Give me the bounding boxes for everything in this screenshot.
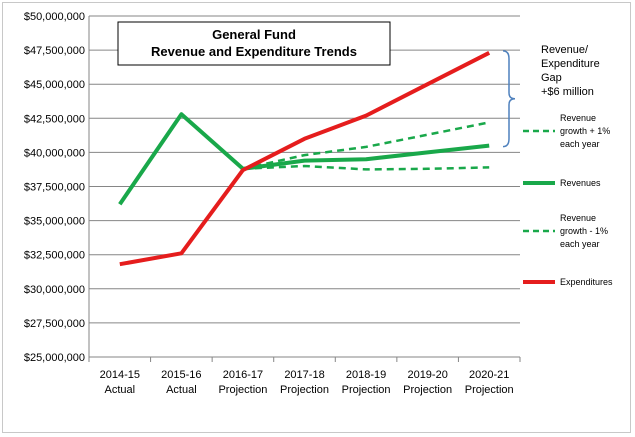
chart-title-line: General Fund (212, 27, 296, 42)
gap-bracket (502, 50, 516, 148)
y-tick-label: $45,000,000 (24, 79, 85, 91)
y-tick-label: $40,000,000 (24, 147, 85, 159)
legend-label: growth + 1% (560, 126, 610, 136)
legend-label: Revenues (560, 178, 601, 188)
y-tick-label: $32,500,000 (24, 250, 85, 262)
title-box (117, 21, 391, 66)
y-tick-label: $37,500,000 (24, 182, 85, 194)
gap-annotation: Revenue/ (541, 44, 589, 56)
legend-label: each year (560, 139, 600, 149)
chart-frame (2, 2, 631, 433)
x-tick-label: 2015-16 (161, 369, 201, 381)
x-tick-label: 2017-18 (284, 369, 324, 381)
x-tick-label: Projection (280, 384, 329, 396)
legend-label: Expenditures (560, 277, 613, 287)
legend-label: growth - 1% (560, 226, 608, 236)
gap-annotation: +$6 million (541, 86, 594, 98)
y-tick-label: $35,000,000 (24, 216, 85, 228)
x-tick-label: Projection (403, 384, 452, 396)
y-tick-label: $25,000,000 (24, 352, 85, 364)
y-tick-label: $47,500,000 (24, 45, 85, 57)
series-line-3 (119, 51, 491, 267)
legend-label: Revenue (560, 113, 596, 123)
gap-annotation: Gap (541, 72, 562, 84)
series-line-1 (118, 112, 490, 206)
y-tick-label: $50,000,000 (24, 11, 85, 23)
y-tick-label: $27,500,000 (24, 318, 85, 330)
x-tick-label: 2018-19 (346, 369, 386, 381)
x-tick-label: 2016-17 (223, 369, 263, 381)
chart-title-line: Revenue and Expenditure Trends (151, 44, 357, 59)
x-tick-label: Projection (342, 384, 391, 396)
x-tick-label: Projection (465, 384, 514, 396)
x-tick-label: 2014-15 (100, 369, 140, 381)
x-tick-label: 2019-20 (407, 369, 447, 381)
series-line-0 (242, 121, 490, 171)
x-tick-label: 2020-21 (469, 369, 509, 381)
series-line-2 (242, 164, 490, 171)
y-tick-label: $30,000,000 (24, 284, 85, 296)
legend-label: Revenue (560, 213, 596, 223)
y-tick-label: $42,500,000 (24, 113, 85, 125)
x-tick-label: Actual (104, 384, 135, 396)
x-tick-label: Actual (166, 384, 197, 396)
x-tick-label: Projection (218, 384, 267, 396)
gap-annotation: Expenditure (541, 58, 600, 70)
legend-label: each year (560, 239, 600, 249)
